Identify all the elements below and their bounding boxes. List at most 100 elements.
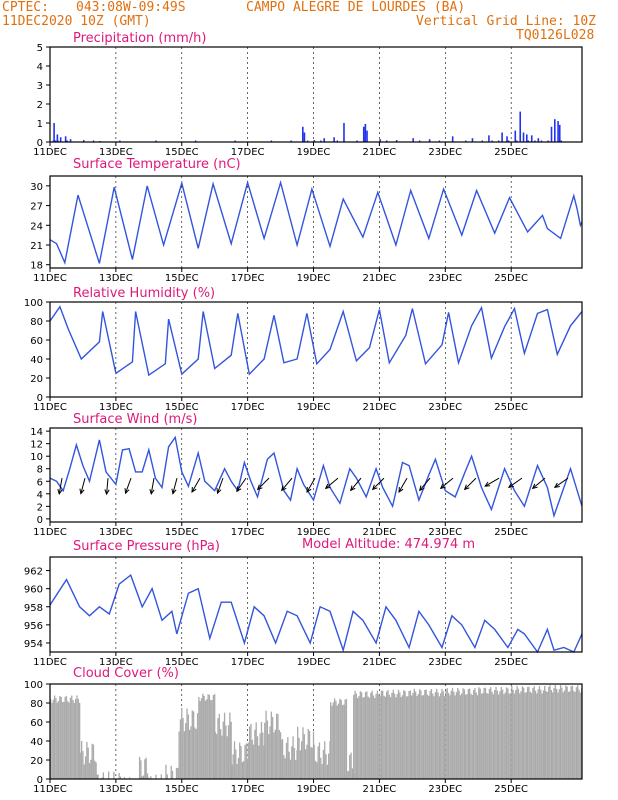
cloud-bar	[370, 692, 372, 779]
precip-bar	[119, 140, 121, 142]
cloud-bar	[553, 688, 555, 779]
cloud-bar	[523, 687, 525, 779]
cloud-bar	[51, 702, 53, 779]
cloud-bar	[554, 684, 556, 779]
panel-frame	[49, 556, 583, 653]
wind-arrow	[256, 477, 270, 491]
cloud-bar	[326, 764, 329, 779]
cloud-bar	[488, 688, 491, 779]
cloud-bar	[265, 710, 267, 779]
cloud-bar	[175, 767, 178, 779]
precip-bar	[488, 135, 490, 142]
cloud-bar	[192, 711, 195, 779]
cloud-bar	[171, 770, 174, 779]
cloud-bar	[437, 692, 439, 779]
cloud-bar	[64, 696, 66, 779]
cloud-bar	[371, 690, 373, 779]
x-tick-label: 19DEC	[297, 273, 331, 284]
y-tick-label: 60	[30, 336, 43, 347]
cloud-bar	[142, 775, 145, 779]
cloud-bar	[225, 725, 227, 779]
cloud-bar	[344, 699, 346, 779]
precip-bar	[320, 140, 322, 142]
x-tick-label: 13DEC	[99, 784, 133, 795]
x-tick-label: 23DEC	[428, 147, 462, 158]
cloud-bar	[285, 742, 288, 779]
x-tick-label: 21DEC	[363, 402, 397, 413]
y-tick-label: 14	[30, 427, 43, 438]
cloud-bar	[138, 756, 141, 779]
x-tick-label: 23DEC	[428, 784, 462, 795]
wind-arrow	[507, 477, 523, 488]
cloud-bar	[53, 695, 56, 779]
cloud-bar	[563, 690, 566, 779]
x-tick-label: 17DEC	[231, 527, 265, 538]
cloud-bar	[207, 694, 209, 779]
cloud-bar	[277, 713, 279, 779]
cloud-bar	[570, 686, 572, 779]
precip-bar	[194, 140, 197, 142]
cloud-bar	[469, 688, 471, 779]
cloud-bar	[424, 689, 426, 779]
cloud-bar	[542, 690, 545, 779]
x-tick-label: 13DEC	[99, 527, 133, 538]
cloud-bar	[567, 691, 570, 779]
cloud-bar	[177, 767, 179, 779]
cloud-bar	[325, 754, 327, 779]
cloud-bar	[389, 697, 392, 779]
cloud-bar	[196, 713, 199, 779]
cloud-bar	[557, 692, 559, 779]
wind-arrow	[149, 478, 155, 496]
y-tick-label: 20	[30, 756, 43, 767]
precip-bar	[69, 139, 72, 142]
precip-bar	[56, 134, 59, 142]
cloud-bar	[236, 763, 238, 779]
y-tick-label: 60	[30, 718, 43, 729]
cloud-bar	[474, 688, 476, 779]
precip-bar	[540, 140, 543, 142]
cloud-bar	[399, 692, 401, 779]
cloud-bar	[216, 733, 218, 779]
cloud-bar	[428, 695, 430, 779]
y-tick-label: 12	[30, 440, 43, 451]
cloud-bar	[393, 693, 396, 779]
precip-bar	[481, 140, 483, 142]
wind-arrow	[306, 477, 316, 493]
wind-arrow	[216, 477, 224, 495]
cloud-bar	[251, 739, 253, 779]
cloud-bar	[441, 688, 443, 779]
cloud-bar	[71, 695, 73, 779]
cloud-bar	[403, 690, 405, 779]
cloud-bar	[455, 692, 458, 779]
cloud-bar	[144, 759, 146, 779]
cloud-bar	[429, 690, 431, 779]
cloud-bar	[229, 712, 231, 779]
cloud-bar	[76, 695, 78, 779]
y-tick-label: 0	[37, 393, 43, 404]
panel-title: Surface Wind (m/s)	[73, 412, 197, 427]
cloud-bar	[351, 768, 354, 779]
cloud-bar	[218, 713, 220, 779]
cloud-bar	[478, 687, 480, 779]
cloud-bar	[303, 734, 305, 779]
cloud-bar	[513, 693, 516, 779]
cloud-bar	[328, 753, 330, 779]
cloud-bar	[574, 692, 576, 779]
cloud-bar	[491, 691, 493, 779]
x-tick-label: 25DEC	[494, 527, 528, 538]
cloud-bar	[214, 694, 216, 779]
cloud-bar	[374, 698, 376, 779]
cloud-bar	[490, 687, 492, 779]
cloud-bar	[504, 692, 506, 779]
cloud-bar	[376, 690, 379, 779]
cloud-bar	[509, 693, 512, 779]
cloud-bar	[87, 747, 89, 779]
precip-bar	[547, 140, 549, 142]
cloud-bar	[160, 774, 162, 779]
cloud-bar	[182, 718, 184, 779]
cloud-bar	[195, 729, 197, 779]
cloud-bar	[317, 746, 319, 779]
precip-bar	[303, 132, 306, 142]
cloud-bar	[308, 730, 311, 779]
cloud-bar	[467, 689, 469, 779]
